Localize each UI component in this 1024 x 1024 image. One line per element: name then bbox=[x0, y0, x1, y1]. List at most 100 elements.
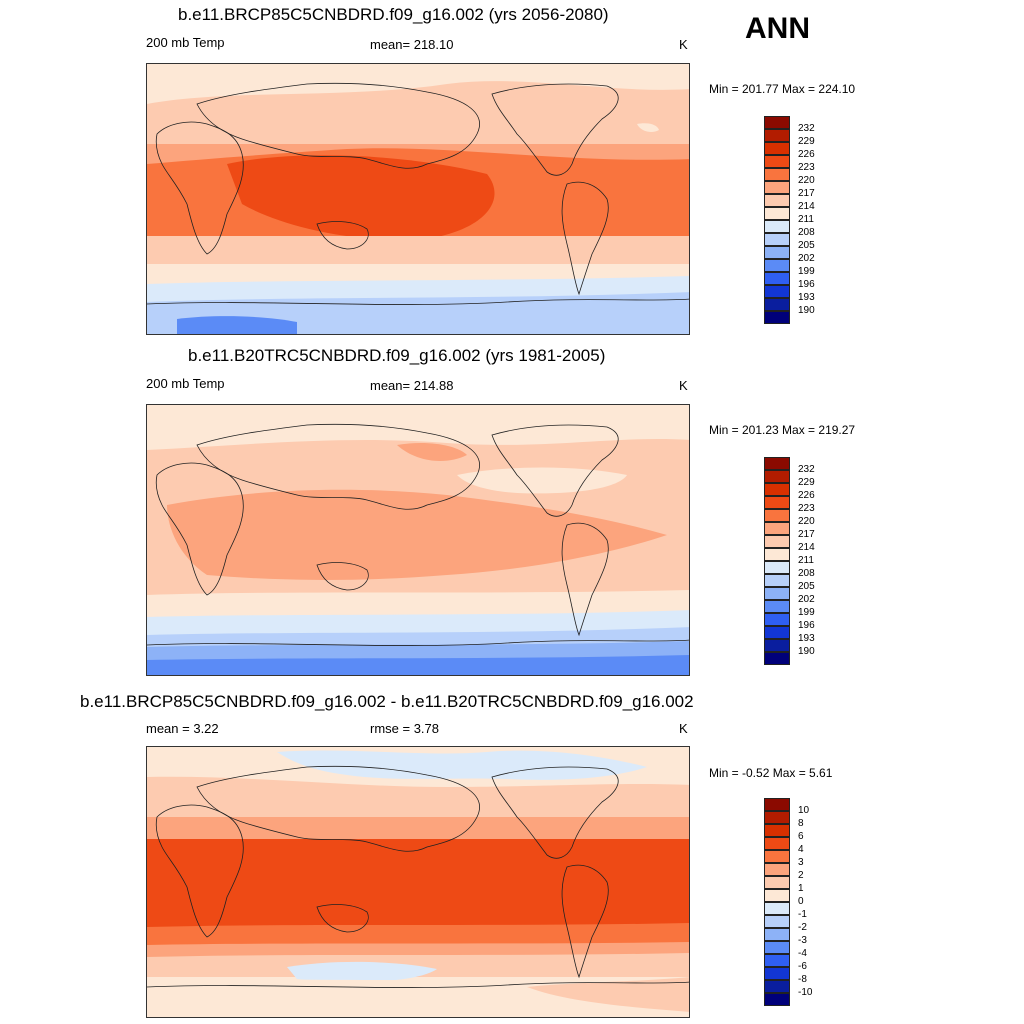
colorbar-1-label: 226 bbox=[798, 149, 815, 160]
colorbar-1-label: 217 bbox=[798, 188, 815, 199]
colorbar-3-swatch bbox=[764, 928, 790, 941]
panel-1-contour-field bbox=[147, 64, 689, 334]
colorbar-3-swatch bbox=[764, 850, 790, 863]
colorbar-1-label: 211 bbox=[798, 214, 814, 225]
colorbar-3-swatch bbox=[764, 954, 790, 967]
colorbar-2-swatch bbox=[764, 483, 790, 496]
panel-2-variable-label: 200 mb Temp bbox=[146, 376, 225, 391]
colorbar-2-label: 232 bbox=[798, 464, 815, 475]
colorbar-3-swatch bbox=[764, 811, 790, 824]
panel-3-map bbox=[146, 746, 690, 1018]
colorbar-3-label: -10 bbox=[798, 987, 813, 998]
colorbar-2-swatch bbox=[764, 626, 790, 639]
panel-3-contour-field bbox=[147, 747, 689, 1017]
colorbar-3-swatch bbox=[764, 967, 790, 980]
colorbar-1-label: 190 bbox=[798, 305, 815, 316]
colorbar-1-swatch bbox=[764, 259, 790, 272]
colorbar-2-swatch bbox=[764, 561, 790, 574]
colorbar-1-label: 214 bbox=[798, 201, 815, 212]
colorbar-1-swatch bbox=[764, 233, 790, 246]
colorbar-2-label: 199 bbox=[798, 607, 815, 618]
colorbar-1-label: 199 bbox=[798, 266, 815, 277]
colorbar-1-label: 205 bbox=[798, 240, 815, 251]
colorbar-1-swatch bbox=[764, 311, 790, 324]
colorbar-3-swatch bbox=[764, 993, 790, 1006]
colorbar-3-swatch bbox=[764, 889, 790, 902]
panel-1-units: K bbox=[679, 37, 688, 52]
colorbar-1-swatch bbox=[764, 181, 790, 194]
panel-2-mean-label: mean= 214.88 bbox=[370, 378, 454, 393]
colorbar-2-label: 220 bbox=[798, 516, 815, 527]
colorbar-2-swatch bbox=[764, 652, 790, 665]
colorbar-1-swatch bbox=[764, 168, 790, 181]
colorbar-2-label: 223 bbox=[798, 503, 815, 514]
colorbar-2-label: 226 bbox=[798, 490, 815, 501]
colorbar-2-swatch bbox=[764, 535, 790, 548]
colorbar-2-label: 196 bbox=[798, 620, 815, 631]
colorbar-1-label: 232 bbox=[798, 123, 815, 134]
colorbar-3-label: 3 bbox=[798, 857, 804, 868]
colorbar-2-swatch bbox=[764, 600, 790, 613]
colorbar-1-swatch bbox=[764, 272, 790, 285]
colorbar-1-swatch bbox=[764, 220, 790, 233]
colorbar-1-label: 220 bbox=[798, 175, 815, 186]
colorbar-2-swatch bbox=[764, 522, 790, 535]
colorbar-3-swatch bbox=[764, 837, 790, 850]
colorbar-1-swatch bbox=[764, 129, 790, 142]
colorbar-1-label: 196 bbox=[798, 279, 815, 290]
colorbar-3-label: 1 bbox=[798, 883, 804, 894]
panel-1-mean-label: mean= 218.10 bbox=[370, 37, 454, 52]
colorbar-3-label: -1 bbox=[798, 909, 807, 920]
season-label: ANN bbox=[745, 12, 810, 45]
panel-3-minmax: Min = -0.52 Max = 5.61 bbox=[709, 766, 833, 780]
colorbar-3-label: 0 bbox=[798, 896, 804, 907]
panel-1-map bbox=[146, 63, 690, 335]
panel-1-variable-label: 200 mb Temp bbox=[146, 35, 225, 50]
colorbar-1-swatch bbox=[764, 246, 790, 259]
colorbar-2-swatch bbox=[764, 509, 790, 522]
colorbar-3-swatch bbox=[764, 876, 790, 889]
panel-2-map bbox=[146, 404, 690, 676]
colorbar-2-swatch bbox=[764, 574, 790, 587]
colorbar-3-swatch bbox=[764, 798, 790, 811]
panel-2-minmax: Min = 201.23 Max = 219.27 bbox=[709, 423, 856, 437]
colorbar-1-swatch bbox=[764, 207, 790, 220]
colorbar-2-label: 229 bbox=[798, 477, 815, 488]
colorbar-1-swatch bbox=[764, 194, 790, 207]
panel-3-title: b.e11.BRCP85C5CNBDRD.f09_g16.002 - b.e11… bbox=[80, 692, 694, 711]
panel-1-minmax: Min = 201.77 Max = 224.10 bbox=[709, 82, 856, 96]
colorbar-3-swatch bbox=[764, 941, 790, 954]
colorbar-3-swatch bbox=[764, 915, 790, 928]
colorbar-3-swatch bbox=[764, 902, 790, 915]
colorbar-3-label: 10 bbox=[798, 805, 810, 816]
colorbar-2-label: 193 bbox=[798, 633, 815, 644]
panel-2-units: K bbox=[679, 378, 688, 393]
colorbar-2-swatch bbox=[764, 496, 790, 509]
panel-3-rmse-label: rmse = 3.78 bbox=[370, 721, 440, 736]
colorbar-2-swatch bbox=[764, 470, 790, 483]
colorbar-3-label: 6 bbox=[798, 831, 804, 842]
colorbar-2-label: 208 bbox=[798, 568, 815, 579]
colorbar-3-label: -2 bbox=[798, 922, 807, 933]
colorbar-1-label: 223 bbox=[798, 162, 815, 173]
colorbar-1-label: 208 bbox=[798, 227, 815, 238]
colorbar-2-swatch bbox=[764, 548, 790, 561]
panel-2-contour-field bbox=[147, 405, 689, 675]
colorbar-2-label: 214 bbox=[798, 542, 815, 553]
colorbar-1-swatch bbox=[764, 285, 790, 298]
colorbar-1-label: 229 bbox=[798, 136, 815, 147]
colorbar-1-label: 193 bbox=[798, 292, 815, 303]
colorbar-2-label: 190 bbox=[798, 646, 815, 657]
colorbar-3-label: -6 bbox=[798, 961, 807, 972]
panel-3-mean-label: mean = 3.22 bbox=[146, 721, 219, 736]
colorbar-3-label: -4 bbox=[798, 948, 807, 959]
colorbar-3-label: -3 bbox=[798, 935, 807, 946]
colorbar-2-label: 202 bbox=[798, 594, 815, 605]
colorbar-3-label: 2 bbox=[798, 870, 804, 881]
colorbar-2-swatch bbox=[764, 457, 790, 470]
colorbar-3-swatch bbox=[764, 863, 790, 876]
colorbar-2-swatch bbox=[764, 613, 790, 626]
panel-3-units: K bbox=[679, 721, 688, 736]
colorbar-2-swatch bbox=[764, 587, 790, 600]
panel-1-title: b.e11.BRCP85C5CNBDRD.f09_g16.002 (yrs 20… bbox=[178, 5, 609, 24]
